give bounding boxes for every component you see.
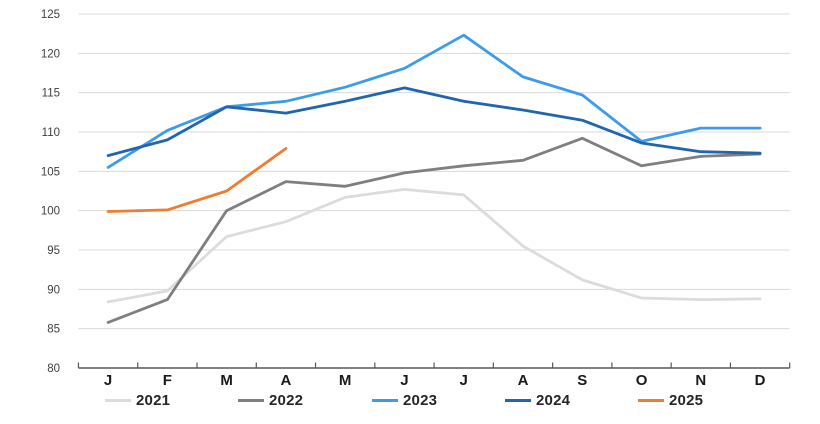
x-axis-label: O xyxy=(636,372,648,389)
chart-legend: 2021 2022 2023 2024 2025 xyxy=(0,390,820,412)
series-line-2023 xyxy=(106,33,762,169)
legend-label-2023: 2023 xyxy=(403,391,438,409)
legend-item-2024: 2024 xyxy=(505,390,570,410)
legend-label-2022: 2022 xyxy=(269,391,304,409)
legend-item-2021: 2021 xyxy=(105,390,170,410)
legend-swatch-2022 xyxy=(238,398,264,402)
series-line-2025 xyxy=(106,147,288,213)
legend-label-2024: 2024 xyxy=(536,391,571,409)
x-axis-label: J xyxy=(460,372,468,389)
y-axis-label: 85 xyxy=(47,324,60,336)
y-axis-label: 95 xyxy=(47,245,60,257)
x-axis-label: M xyxy=(220,372,233,389)
x-axis-label: F xyxy=(163,372,172,389)
legend-swatch-2024 xyxy=(505,398,531,402)
x-axis-label: J xyxy=(400,372,408,389)
y-axis-label: 125 xyxy=(41,9,60,21)
legend-item-2022: 2022 xyxy=(238,390,303,410)
x-axis-label: M xyxy=(339,372,352,389)
legend-item-2025: 2025 xyxy=(638,390,703,410)
series-line-2022 xyxy=(106,136,762,324)
y-axis-label: 80 xyxy=(47,363,60,375)
y-axis-label: 120 xyxy=(41,48,60,60)
legend-label-2025: 2025 xyxy=(669,391,704,409)
x-axis-label: J xyxy=(104,372,112,389)
y-axis-label: 115 xyxy=(42,88,60,100)
x-axis-label: S xyxy=(577,372,587,389)
y-axis-label: 110 xyxy=(42,127,60,139)
y-axis-label: 100 xyxy=(41,206,60,218)
legend-swatch-2021 xyxy=(105,398,131,402)
x-axis-label: N xyxy=(695,372,706,389)
series-line-2021 xyxy=(106,187,762,304)
legend-swatch-2025 xyxy=(638,398,664,402)
legend-item-2023: 2023 xyxy=(372,390,437,410)
x-axis-label: D xyxy=(755,372,766,389)
x-axis-label: A xyxy=(518,372,529,389)
legend-label-2021: 2021 xyxy=(136,391,171,409)
legend-swatch-2023 xyxy=(372,398,398,402)
y-axis-label: 90 xyxy=(47,284,60,296)
x-axis-label: A xyxy=(280,372,291,389)
y-axis-label: 105 xyxy=(41,166,60,178)
series-line-2024 xyxy=(106,86,762,158)
